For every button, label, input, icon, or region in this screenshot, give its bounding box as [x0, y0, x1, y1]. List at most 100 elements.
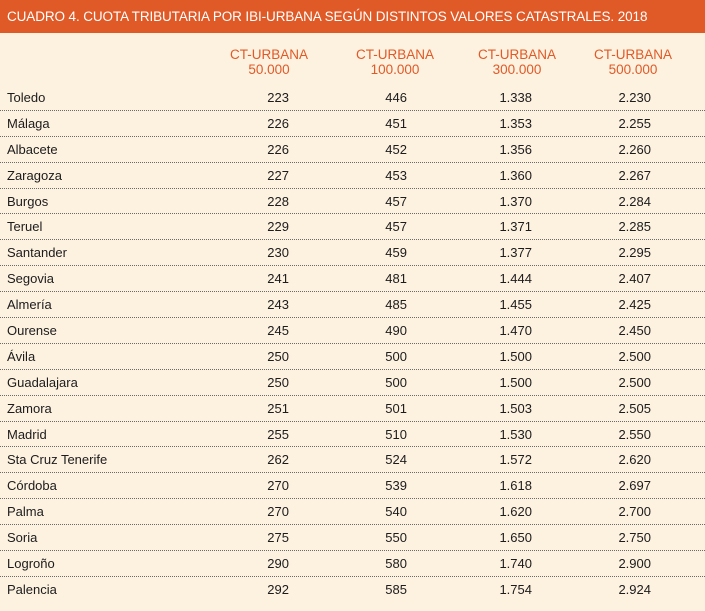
table-row: Burgos 228 457 1.370 2.284 — [0, 189, 705, 215]
value-50000: 230 — [267, 245, 289, 261]
city-name: Zaragoza — [7, 167, 62, 183]
city-name: Sta Cruz Tenerife — [7, 452, 108, 468]
value-50000: 227 — [267, 167, 289, 183]
value-100000: 481 — [385, 271, 407, 287]
value-100000: 550 — [385, 530, 407, 546]
value-500000: 2.260 — [618, 141, 651, 157]
city-name: Córdoba — [7, 478, 57, 494]
table-row: Ourense 245 490 1.470 2.450 — [0, 318, 705, 344]
value-50000: 275 — [267, 530, 289, 546]
table-row: Zaragoza 227 453 1.360 2.267 — [0, 163, 705, 189]
column-header-line1: CT-URBANA — [355, 47, 434, 62]
city-name: Ávila — [7, 348, 36, 364]
column-header-line2: 300.000 — [492, 62, 542, 77]
city-name: Teruel — [7, 219, 43, 235]
value-300000: 1.500 — [499, 374, 532, 390]
column-header-line1: CT-URBANA — [229, 47, 308, 62]
value-50000: 241 — [267, 271, 289, 287]
city-name: Logroño — [7, 556, 55, 572]
value-300000: 1.338 — [499, 90, 532, 105]
column-header-100000: CT-URBANA 100.000 — [340, 47, 450, 77]
value-100000: 539 — [385, 478, 407, 494]
value-50000: 292 — [267, 581, 289, 597]
value-50000: 226 — [267, 115, 289, 131]
table-row: Palencia 292 585 1.754 2.924 — [0, 577, 705, 603]
column-header-50000: CT-URBANA 50.000 — [214, 47, 324, 77]
table-row: Toledo 223 446 1.338 2.230 — [0, 85, 705, 111]
value-100000: 453 — [385, 167, 407, 183]
value-300000: 1.503 — [499, 400, 532, 416]
column-header-500000: CT-URBANA 500.000 — [578, 47, 688, 77]
value-50000: 243 — [267, 297, 289, 313]
value-100000: 457 — [385, 219, 407, 235]
value-300000: 1.356 — [499, 141, 532, 157]
value-100000: 457 — [385, 193, 407, 209]
value-500000: 2.900 — [618, 556, 651, 572]
value-300000: 1.470 — [499, 323, 532, 339]
value-300000: 1.530 — [499, 426, 532, 442]
table-row: Almería 243 485 1.455 2.425 — [0, 292, 705, 319]
value-300000: 1.455 — [499, 297, 532, 313]
value-50000: 250 — [267, 374, 289, 390]
value-300000: 1.572 — [499, 452, 532, 468]
value-50000: 223 — [267, 90, 289, 105]
value-500000: 2.500 — [618, 348, 651, 364]
table-row: Albacete 226 452 1.356 2.260 — [0, 137, 705, 163]
value-100000: 446 — [385, 90, 407, 105]
city-name: Segovia — [7, 271, 54, 287]
value-500000: 2.700 — [618, 504, 651, 520]
value-50000: 229 — [267, 219, 289, 235]
value-500000: 2.295 — [618, 245, 651, 261]
table-row: Córdoba 270 539 1.618 2.697 — [0, 473, 705, 500]
value-100000: 510 — [385, 426, 407, 442]
value-100000: 585 — [385, 581, 407, 597]
value-100000: 524 — [385, 452, 407, 468]
value-500000: 2.924 — [618, 581, 651, 597]
value-500000: 2.407 — [618, 271, 651, 287]
value-50000: 255 — [267, 426, 289, 442]
value-300000: 1.650 — [499, 530, 532, 546]
value-50000: 245 — [267, 323, 289, 339]
value-500000: 2.255 — [618, 115, 651, 131]
value-50000: 228 — [267, 193, 289, 209]
city-name: Albacete — [7, 141, 58, 157]
value-50000: 262 — [267, 452, 289, 468]
value-500000: 2.620 — [618, 452, 651, 468]
table-header: CT-URBANA 50.000 CT-URBANA 100.000 CT-UR… — [0, 47, 705, 81]
value-100000: 500 — [385, 374, 407, 390]
city-name: Málaga — [7, 115, 50, 131]
table-row: Ávila 250 500 1.500 2.500 — [0, 344, 705, 370]
table-body: Toledo 223 446 1.338 2.230 Málaga 226 451 1.353 2… — [0, 85, 705, 603]
value-500000: 2.550 — [618, 426, 651, 442]
value-100000: 580 — [385, 556, 407, 572]
value-500000: 2.750 — [618, 530, 651, 546]
value-100000: 451 — [385, 115, 407, 131]
city-name: Almería — [7, 297, 52, 313]
value-300000: 1.444 — [499, 271, 532, 287]
value-500000: 2.285 — [618, 219, 651, 235]
table-row: Zamora 251 501 1.503 2.505 — [0, 396, 705, 422]
city-name: Madrid — [7, 426, 47, 442]
value-50000: 226 — [267, 141, 289, 157]
value-500000: 2.450 — [618, 323, 651, 339]
value-500000: 2.230 — [618, 90, 651, 105]
city-name: Santander — [7, 245, 67, 261]
table-title: CUADRO 4. CUOTA TRIBUTARIA POR IBI-URBAN… — [0, 0, 705, 33]
city-name: Toledo — [7, 90, 46, 105]
value-500000: 2.505 — [618, 400, 651, 416]
column-header-line1: CT-URBANA — [477, 47, 556, 62]
city-name: Palencia — [7, 581, 57, 597]
value-500000: 2.284 — [618, 193, 651, 209]
value-100000: 459 — [385, 245, 407, 261]
table-row: Logroño 290 580 1.740 2.900 — [0, 551, 705, 577]
table-row: Sta Cruz Tenerife 262 524 1.572 2.620 — [0, 447, 705, 474]
column-header-line2: 50.000 — [248, 62, 290, 77]
value-50000: 251 — [267, 400, 289, 416]
table-row: Madrid 255 510 1.530 2.550 — [0, 422, 705, 448]
value-100000: 490 — [385, 323, 407, 339]
column-header-line2: 500.000 — [608, 62, 658, 77]
city-name: Burgos — [7, 193, 49, 209]
value-500000: 2.425 — [618, 297, 651, 313]
value-500000: 2.697 — [618, 478, 651, 494]
city-name: Palma — [7, 504, 44, 520]
